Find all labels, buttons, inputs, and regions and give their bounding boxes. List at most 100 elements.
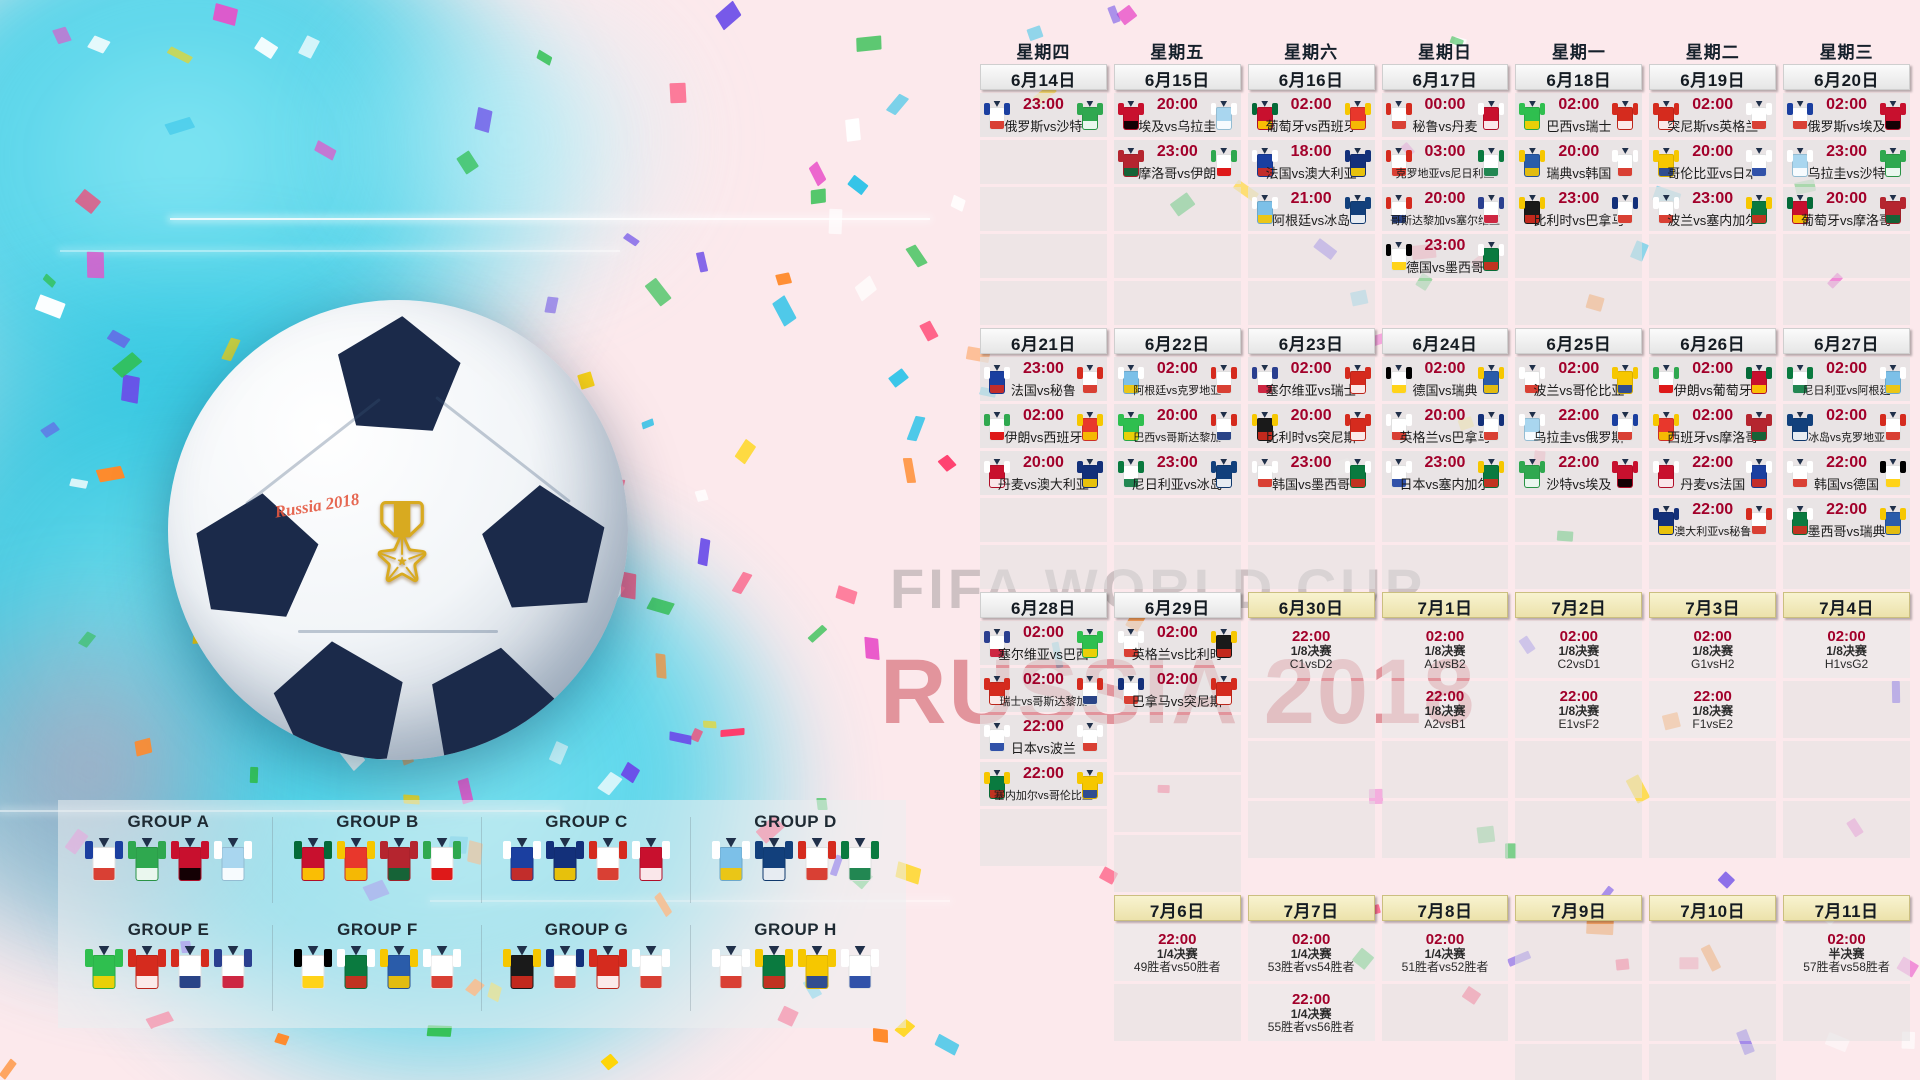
knockout-match-cell[interactable]: 22:00 1/8决赛 E1vsF2: [1515, 681, 1643, 738]
match-cell[interactable]: 02:00 葡萄牙vs西班牙: [1247, 93, 1375, 137]
match-cell[interactable]: 23:00 尼日利亚vs冰岛: [1113, 451, 1241, 495]
match-cell[interactable]: 02:00 瑞士vs哥斯达黎加: [980, 668, 1107, 712]
match-cell[interactable]: 20:00 埃及vs乌拉圭: [1113, 93, 1241, 137]
match-cell[interactable]: 23:00 比利时vs巴拿马: [1515, 187, 1643, 231]
kit-body: [848, 847, 872, 881]
match-cell[interactable]: 23:00 波兰vs塞内加尔: [1649, 187, 1777, 231]
match-cell[interactable]: 23:00 乌拉圭vs沙特: [1783, 140, 1910, 184]
date-label[interactable]: 7月4日: [1783, 592, 1910, 618]
date-label[interactable]: 7月9日: [1515, 895, 1643, 921]
match-cell[interactable]: 02:00 波兰vs哥伦比亚: [1515, 357, 1643, 401]
knockout-match-cell[interactable]: 02:00 1/8决赛 C2vsD1: [1515, 621, 1643, 678]
knockout-match-cell[interactable]: 22:00 1/8决赛 A2vsB1: [1381, 681, 1509, 738]
date-label[interactable]: 6月20日: [1783, 64, 1910, 90]
match-cell[interactable]: 02:00 德国vs瑞典: [1381, 357, 1509, 401]
kit-collar: [1086, 100, 1094, 107]
match-cell[interactable]: 02:00 伊朗vs葡萄牙: [1649, 357, 1777, 401]
knockout-match-cell[interactable]: 22:00 1/4决赛 49胜者vs50胜者: [1113, 924, 1241, 981]
knockout-match-cell[interactable]: 22:00 1/4决赛 55胜者vs56胜者: [1247, 984, 1375, 1041]
kit-accent-stripe: [1659, 478, 1674, 487]
date-label[interactable]: 7月3日: [1649, 592, 1777, 618]
date-label[interactable]: 6月29日: [1113, 592, 1241, 618]
date-label[interactable]: 6月28日: [980, 592, 1107, 618]
match-cell[interactable]: 18:00 法国vs澳大利亚: [1247, 140, 1375, 184]
match-cell[interactable]: 03:00 克罗地亚vs尼日利亚: [1381, 140, 1509, 184]
match-cell[interactable]: 22:00 日本vs波兰: [980, 715, 1107, 759]
date-label[interactable]: 6月24日: [1381, 328, 1509, 354]
match-cell[interactable]: 20:00 丹麦vs澳大利亚: [980, 451, 1107, 495]
date-label[interactable]: 6月16日: [1247, 64, 1375, 90]
team-kit-icon-switzerland: [128, 946, 166, 989]
match-cell[interactable]: 02:00 突尼斯vs英格兰: [1649, 93, 1777, 137]
match-cell[interactable]: 22:00 丹麦vs法国: [1649, 451, 1777, 495]
match-cell[interactable]: 20:00 哥伦比亚vs日本: [1649, 140, 1777, 184]
match-cell[interactable]: 02:00 西班牙vs摩洛哥: [1649, 404, 1777, 448]
match-cell[interactable]: 23:00 俄罗斯vs沙特: [980, 93, 1107, 137]
date-label[interactable]: 6月21日: [980, 328, 1107, 354]
match-cell[interactable]: 23:00 韩国vs墨西哥: [1247, 451, 1375, 495]
match-cell[interactable]: 23:00 法国vs秘鲁: [980, 357, 1107, 401]
kit-sleeve-right: [243, 841, 252, 860]
match-cell[interactable]: 20:00 葡萄牙vs摩洛哥: [1783, 187, 1910, 231]
match-cell[interactable]: 22:00 乌拉圭vs俄罗斯: [1515, 404, 1643, 448]
date-label[interactable]: 6月19日: [1649, 64, 1777, 90]
date-label[interactable]: 7月10日: [1649, 895, 1777, 921]
match-cell[interactable]: 20:00 瑞典vs韩国: [1515, 140, 1643, 184]
match-cell[interactable]: 02:00 巴西vs瑞士: [1515, 93, 1643, 137]
match-cell[interactable]: 02:00 塞尔维亚vs瑞士: [1247, 357, 1375, 401]
match-cell[interactable]: 22:00 澳大利亚vs秘鲁: [1649, 498, 1777, 542]
date-label[interactable]: 7月11日: [1783, 895, 1910, 921]
confetti-piece: [599, 1053, 619, 1071]
match-cell[interactable]: 21:00 阿根廷vs冰岛: [1247, 187, 1375, 231]
date-label[interactable]: 6月23日: [1247, 328, 1375, 354]
match-cell[interactable]: 02:00 英格兰vs比利时: [1113, 621, 1241, 665]
match-cell[interactable]: 02:00 尼日利亚vs阿根廷: [1783, 357, 1910, 401]
date-label[interactable]: 7月7日: [1247, 895, 1375, 921]
date-label[interactable]: 7月8日: [1381, 895, 1509, 921]
match-cell[interactable]: 20:00 巴西vs哥斯达黎加: [1113, 404, 1241, 448]
match-cell[interactable]: 23:00 德国vs墨西哥: [1381, 234, 1509, 278]
match-cell[interactable]: 20:00 比利时vs突尼斯: [1247, 404, 1375, 448]
date-label[interactable]: 6月14日: [980, 64, 1107, 90]
date-label[interactable]: 6月26日: [1649, 328, 1777, 354]
date-label[interactable]: 6月15日: [1113, 64, 1241, 90]
match-cell[interactable]: 23:00 日本vs塞内加尔: [1381, 451, 1509, 495]
kit-collar: [436, 946, 448, 956]
match-cell[interactable]: 20:00 哥斯达黎加vs塞尔维亚: [1381, 187, 1509, 231]
confetti-piece: [702, 720, 717, 729]
empty-match-slot: [980, 809, 1107, 866]
team-kit-icon-serbia: [1251, 364, 1278, 394]
kit-sleeve-left: [171, 841, 180, 860]
match-cell[interactable]: 02:00 阿根廷vs克罗地亚: [1113, 357, 1241, 401]
knockout-match-cell[interactable]: 02:00 半决赛 57胜者vs58胜者: [1783, 924, 1910, 981]
match-cell[interactable]: 22:00 墨西哥vs瑞典: [1783, 498, 1910, 542]
date-label[interactable]: 6月17日: [1381, 64, 1509, 90]
knockout-match-cell[interactable]: 22:00 1/8决赛 C1vsD2: [1247, 621, 1375, 678]
knockout-match-cell[interactable]: 02:00 1/8决赛 A1vsB2: [1381, 621, 1509, 678]
date-label[interactable]: 6月27日: [1783, 328, 1910, 354]
date-label[interactable]: 6月30日: [1247, 592, 1375, 618]
date-label[interactable]: 6月22日: [1113, 328, 1241, 354]
match-cell[interactable]: 02:00 俄罗斯vs埃及: [1783, 93, 1910, 137]
match-cell[interactable]: 22:00 韩国vs德国: [1783, 451, 1910, 495]
date-label[interactable]: 7月2日: [1515, 592, 1643, 618]
match-cell[interactable]: 02:00 塞尔维亚vs巴西: [980, 621, 1107, 665]
knockout-match-cell[interactable]: 02:00 1/4决赛 53胜者vs54胜者: [1247, 924, 1375, 981]
match-cell[interactable]: 00:00 秘鲁vs丹麦: [1381, 93, 1509, 137]
date-label[interactable]: 6月18日: [1515, 64, 1643, 90]
knockout-match-cell[interactable]: 02:00 1/4决赛 51胜者vs52胜者: [1381, 924, 1509, 981]
match-cell[interactable]: 23:00 摩洛哥vs伊朗: [1113, 140, 1241, 184]
match-cell[interactable]: 22:00 塞内加尔vs哥伦比亚: [980, 762, 1107, 806]
match-cell[interactable]: 20:00 英格兰vs巴拿马: [1381, 404, 1509, 448]
date-label[interactable]: 6月25日: [1515, 328, 1643, 354]
knockout-match-cell[interactable]: 02:00 1/8决赛 H1vsG2: [1783, 621, 1910, 678]
match-cell[interactable]: 02:00 伊朗vs西班牙: [980, 404, 1107, 448]
team-kit-icon-germany: [1385, 241, 1412, 271]
knockout-match-cell[interactable]: 22:00 1/8决赛 F1vsE2: [1649, 681, 1777, 738]
knockout-match-cell[interactable]: 02:00 1/8决赛 G1vsH2: [1649, 621, 1777, 678]
match-cell[interactable]: 22:00 沙特vs埃及: [1515, 451, 1643, 495]
date-label[interactable]: 7月1日: [1381, 592, 1509, 618]
date-label[interactable]: 7月6日: [1113, 895, 1241, 921]
match-cell[interactable]: 02:00 巴拿马vs突尼斯: [1113, 668, 1241, 712]
match-cell[interactable]: 02:00 冰岛vs克罗地亚: [1783, 404, 1910, 448]
